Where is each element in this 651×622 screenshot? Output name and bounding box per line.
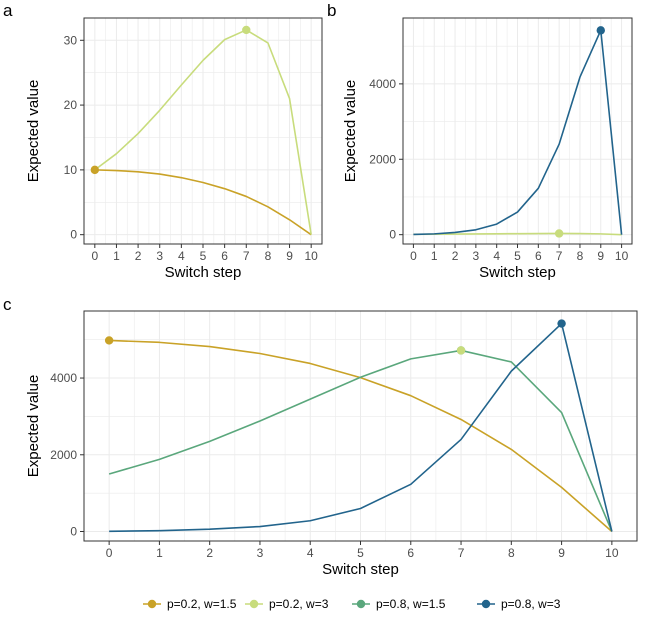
panel-b-x-tick-label: 4 <box>493 249 500 263</box>
panel-c-y-tick-label: 4000 <box>50 371 77 385</box>
panel-b-point-p08_w3 <box>596 26 605 35</box>
panel-c-x-tick-label: 6 <box>407 546 414 560</box>
legend-key-point-0 <box>147 599 157 609</box>
panel-b-x-axis-title: Switch step <box>479 264 556 281</box>
panel-c-tag: c <box>3 295 12 314</box>
panel-a-y-tick-label: 0 <box>70 228 77 242</box>
panel-b-x-tick-label: 1 <box>431 249 438 263</box>
legend-label-3: p=0.8, w=3 <box>501 597 561 611</box>
panel-b-x-tick-label: 2 <box>452 249 459 263</box>
panel-c-x-tick-label: 4 <box>307 546 314 560</box>
panel-b-y-tick-label: 0 <box>389 228 396 242</box>
panel-c-point-p02_w15 <box>104 336 114 345</box>
panel-b-y-axis-title: Expected value <box>342 80 359 183</box>
legend-key-point-1 <box>249 599 259 609</box>
panel-c-x-tick-label: 5 <box>357 546 364 560</box>
panel-c-x-tick-label: 7 <box>458 546 465 560</box>
panel-c-x-tick-label: 10 <box>605 546 619 560</box>
panel-a-series-line-p02_w15 <box>94 169 312 236</box>
panel-a-series-line-p02_w3 <box>94 29 312 235</box>
legend-label-1: p=0.2, w=3 <box>269 597 329 611</box>
panel-c-x-tick-label: 2 <box>206 546 213 560</box>
panel-a-y-axis-title: Expected value <box>25 80 42 183</box>
panel-a-y-tick-label: 20 <box>64 98 78 112</box>
panel-b-y-tick-label: 2000 <box>369 152 396 166</box>
panel-b-x-tick-label: 7 <box>556 249 563 263</box>
panel-b-x-tick-label: 5 <box>514 249 521 263</box>
panel-b-series-line-p08_w3 <box>413 29 623 236</box>
panel-c-point-p08_w3 <box>557 319 566 328</box>
panel-a-x-tick-label: 4 <box>178 249 185 263</box>
legend-key-point-3 <box>481 599 491 609</box>
panel-a-tag: a <box>3 1 13 20</box>
panel-b-tag: b <box>327 1 336 20</box>
panel-c-series-line-p08_w3 <box>109 322 613 533</box>
panel-a-x-tick-label: 1 <box>113 249 120 263</box>
panel-a-x-axis-title: Switch step <box>165 264 242 281</box>
panel-a-x-tick-label: 9 <box>286 249 293 263</box>
panel-a-x-tick-label: 7 <box>243 249 250 263</box>
panel-b-point-p02_w3 <box>554 229 564 238</box>
panel-a-y-tick-label: 10 <box>64 163 78 177</box>
panel-c-x-tick-label: 0 <box>106 546 113 560</box>
panel-a-point-p02_w3 <box>242 25 251 35</box>
panel-b-series-line-p02_w3 <box>413 232 622 236</box>
panel-a-x-tick-label: 3 <box>156 249 163 263</box>
panel-a-y-tick-label: 30 <box>64 33 78 47</box>
panel-c-x-tick-label: 3 <box>257 546 264 560</box>
panel-c-y-tick-label: 0 <box>70 525 77 539</box>
panel-b-x-tick-label: 8 <box>577 249 584 263</box>
panel-a-x-tick-label: 10 <box>305 249 319 263</box>
panel-a-x-tick-label: 2 <box>135 249 142 263</box>
panel-c-x-axis-title: Switch step <box>322 561 399 578</box>
panel-a-x-tick-label: 5 <box>200 249 207 263</box>
panel-c-point-p02_w3 <box>456 346 466 355</box>
panel-a-x-tick-label: 0 <box>91 249 98 263</box>
panel-b-x-tick-label: 6 <box>535 249 542 263</box>
panel-b-x-tick-label: 0 <box>410 249 417 263</box>
panel-c-series-line-p08_w15 <box>108 349 613 532</box>
panel-c-y-axis-title: Expected value <box>25 375 42 478</box>
panel-b-x-tick-label: 10 <box>615 249 629 263</box>
panel-c-x-tick-label: 1 <box>156 546 163 560</box>
panel-c-x-tick-label: 9 <box>558 546 565 560</box>
panel-a-point-p02_w15 <box>90 165 100 175</box>
panel-b-y-tick-label: 4000 <box>369 77 396 91</box>
legend-label-0: p=0.2, w=1.5 <box>167 597 237 611</box>
panel-c-x-tick-label: 8 <box>508 546 515 560</box>
legend-key-point-2 <box>356 599 366 609</box>
panel-c-y-tick-label: 2000 <box>50 448 77 462</box>
panel-b-x-tick-label: 3 <box>473 249 480 263</box>
legend-label-2: p=0.8, w=1.5 <box>376 597 446 611</box>
panel-a-x-tick-label: 8 <box>265 249 272 263</box>
panel-b-x-tick-label: 9 <box>597 249 604 263</box>
panel-a-x-tick-label: 6 <box>221 249 228 263</box>
